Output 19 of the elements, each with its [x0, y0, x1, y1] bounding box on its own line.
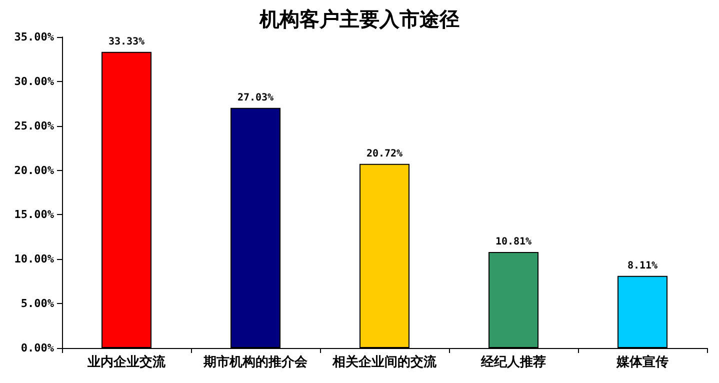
y-tick-label: 30.00% — [14, 74, 54, 88]
x-tick-label: 经纪人推荐 — [480, 354, 546, 370]
y-tick-label: 15.00% — [14, 208, 54, 222]
data-label: 10.81% — [495, 236, 532, 248]
y-tick-label: 20.00% — [14, 164, 54, 177]
data-label: 20.72% — [366, 148, 403, 160]
data-label: 27.03% — [237, 92, 274, 104]
y-tick-label: 5.00% — [20, 297, 54, 310]
x-tick-label: 媒体宣传 — [616, 354, 668, 370]
data-label: 33.33% — [108, 36, 145, 48]
y-tick-label: 25.00% — [14, 119, 54, 132]
data-label: 8.11% — [627, 260, 658, 272]
x-tick-label: 业内企业交流 — [86, 354, 166, 370]
y-tick-label: 35.00% — [14, 30, 54, 44]
y-tick-label: 0.00% — [20, 342, 54, 354]
chart-title: 机构客户主要入市途径 — [258, 7, 460, 31]
x-tick-label: 期市机构的推介会 — [202, 354, 308, 370]
y-tick-label: 10.00% — [14, 252, 54, 266]
x-tick-label: 相关企业间的交流 — [332, 354, 438, 370]
